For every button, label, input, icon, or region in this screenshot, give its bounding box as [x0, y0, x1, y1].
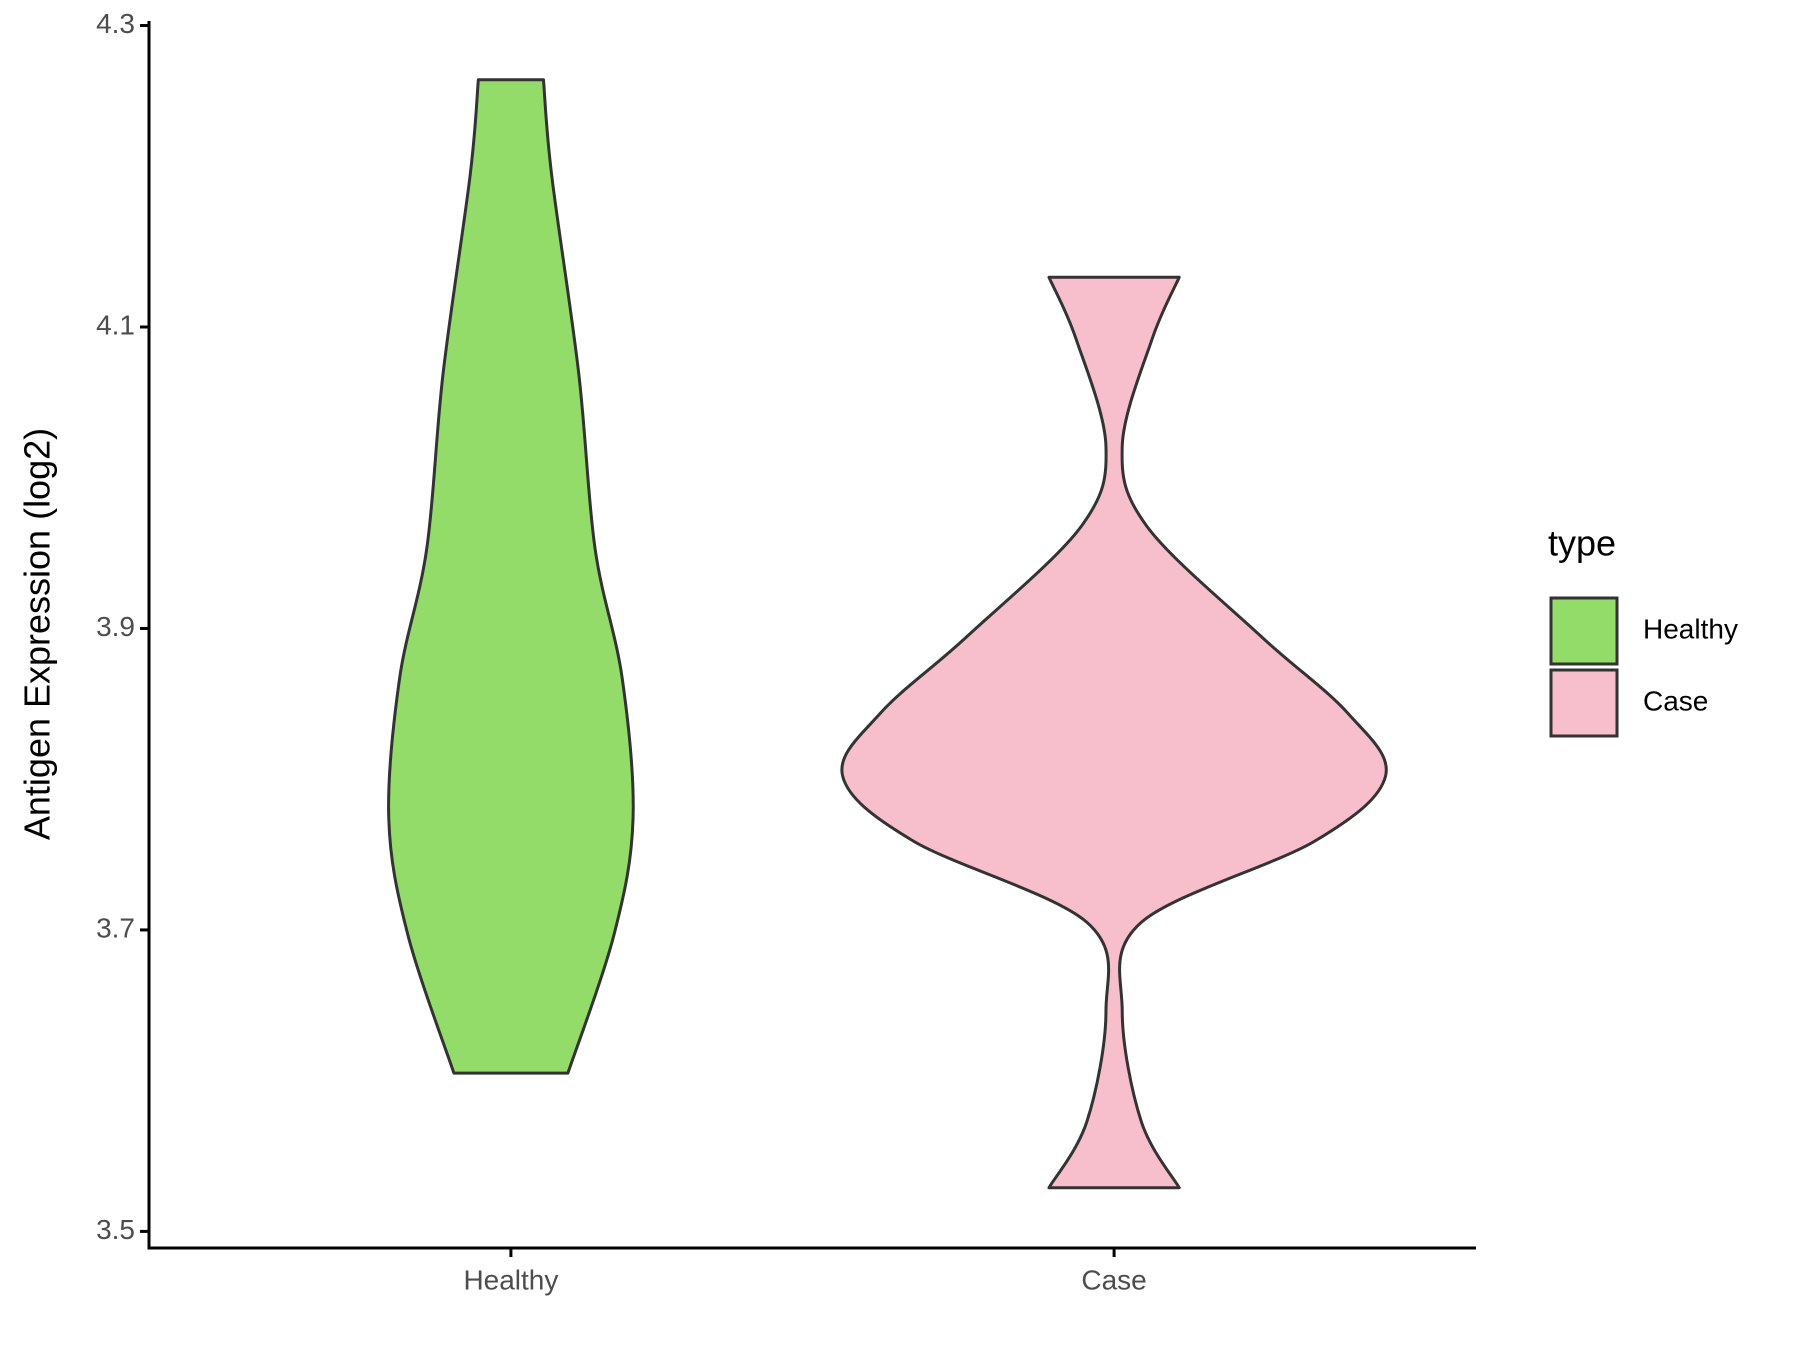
violin — [840, 275, 1388, 1190]
y-tick-label: 3.5 — [96, 1214, 135, 1245]
legend-label: Case — [1643, 685, 1708, 716]
legend-title: type — [1548, 523, 1616, 564]
legend-key — [1549, 596, 1619, 666]
y-tick-label: 4.1 — [96, 309, 135, 340]
violin — [387, 78, 635, 1075]
legend-key — [1549, 668, 1619, 738]
y-axis-label: Antigen Expression (log2) — [17, 428, 58, 840]
y-tick-label: 4.3 — [96, 8, 135, 39]
x-tick-label: Healthy — [463, 1264, 558, 1295]
legend-label: Healthy — [1643, 613, 1738, 644]
y-tick-label: 3.7 — [96, 912, 135, 943]
y-tick-label: 3.9 — [96, 611, 135, 642]
x-tick-label: Case — [1081, 1264, 1146, 1295]
